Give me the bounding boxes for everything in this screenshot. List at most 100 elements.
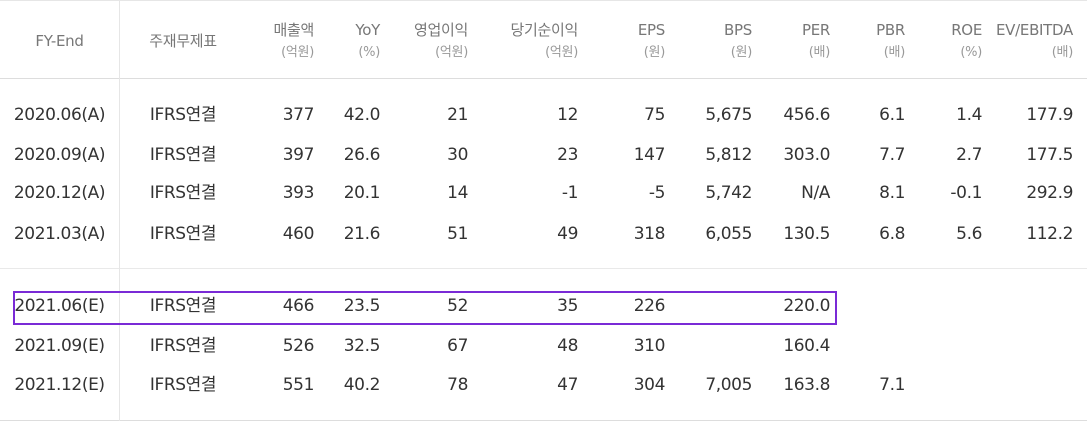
cell-pbr: 7.7	[879, 145, 905, 165]
header-eps-label: EPS	[637, 21, 665, 39]
cell-roe: 5.6	[956, 224, 982, 244]
cell-operating-profit: 52	[447, 296, 468, 316]
cell-eps: 310	[633, 336, 666, 356]
cell-sales: 551	[282, 375, 315, 395]
header-eps: EPS (원)	[605, 20, 665, 63]
cell-yoy: 21.6	[343, 224, 381, 244]
cell-fy: 2021.12(E)	[14, 375, 105, 395]
cell-yoy: 40.2	[343, 375, 381, 395]
header-bps-label: BPS	[724, 21, 752, 39]
table-top-border	[0, 0, 1087, 1]
header-divider	[0, 78, 1087, 79]
cell-ev-ebitda: 177.5	[1026, 145, 1073, 165]
cell-bps: 6,055	[705, 224, 752, 244]
cell-net-income: 48	[557, 336, 578, 356]
header-pbr: PBR (배)	[845, 20, 905, 63]
header-yoy: YoY (%)	[320, 20, 380, 63]
header-per: PER (배)	[770, 20, 830, 63]
header-bps: BPS (원)	[692, 20, 752, 63]
cell-pbr: 7.1	[879, 375, 905, 395]
cell-net-income: 23	[557, 145, 578, 165]
header-fy-end-label: FY-End	[35, 32, 84, 50]
cell-net-income: 49	[557, 224, 578, 244]
cell-per: 456.6	[783, 105, 830, 125]
header-fy-end: FY-End	[0, 31, 119, 51]
cell-operating-profit: 14	[447, 183, 468, 203]
cell-fy: 2021.06(E)	[14, 296, 105, 316]
header-ev-ebitda: EV/EBITDA (배)	[990, 20, 1073, 63]
cell-bps: 5,675	[705, 105, 752, 125]
cell-eps: 75	[644, 105, 665, 125]
cell-sales: 377	[282, 105, 315, 125]
cell-statement: IFRS연결	[149, 183, 217, 203]
header-sales: 매출액 (억원)	[240, 20, 314, 63]
cell-per: 130.5	[783, 224, 830, 244]
highlight-box	[13, 291, 837, 325]
cell-statement: IFRS연결	[149, 375, 217, 395]
cell-yoy: 42.0	[343, 105, 381, 125]
cell-operating-profit: 78	[447, 375, 468, 395]
header-pbr-label: PBR	[876, 21, 905, 39]
header-sales-label: 매출액	[273, 21, 314, 39]
cell-statement: IFRS연결	[149, 145, 217, 165]
cell-sales: 466	[282, 296, 315, 316]
cell-fy: 2020.12(A)	[13, 183, 106, 203]
estimate-divider	[0, 268, 1087, 269]
cell-net-income: 35	[557, 296, 578, 316]
header-roe-unit: (%)	[960, 45, 982, 60]
cell-pbr: 6.8	[879, 224, 905, 244]
table-row: 2021.12(E) IFRS연결 551 40.2 78 47 304 7,0…	[0, 370, 1087, 400]
header-eps-unit: (원)	[643, 45, 666, 60]
header-statement: 주재무제표	[120, 31, 246, 51]
cell-eps: 318	[633, 224, 666, 244]
header-roe: ROE (%)	[922, 20, 982, 63]
header-roe-label: ROE	[951, 21, 982, 39]
header-operating-profit-label: 영업이익	[413, 21, 468, 39]
cell-sales: 526	[282, 336, 315, 356]
cell-roe: 1.4	[956, 105, 982, 125]
cell-per: 160.4	[783, 336, 830, 356]
cell-eps: -5	[648, 183, 666, 203]
column-divider	[119, 0, 120, 421]
cell-net-income: -1	[561, 183, 579, 203]
table-row: 2021.09(E) IFRS연결 526 32.5 67 48 310 160…	[0, 331, 1087, 361]
cell-eps: 226	[633, 296, 666, 316]
cell-eps: 304	[633, 375, 666, 395]
cell-statement: IFRS연결	[149, 296, 217, 316]
table-row: 2021.03(A) IFRS연결 460 21.6 51 49 318 6,0…	[0, 219, 1087, 249]
cell-yoy: 32.5	[343, 336, 381, 356]
header-yoy-unit: (%)	[358, 45, 380, 60]
cell-statement: IFRS연결	[149, 336, 217, 356]
header-net-income-label: 당기순이익	[510, 21, 578, 39]
header-pbr-unit: (배)	[883, 45, 906, 60]
cell-roe: 2.7	[956, 145, 982, 165]
cell-ev-ebitda: 177.9	[1026, 105, 1073, 125]
cell-fy: 2020.09(A)	[13, 145, 106, 165]
cell-net-income: 47	[557, 375, 578, 395]
cell-sales: 393	[282, 183, 315, 203]
cell-ev-ebitda: 292.9	[1026, 183, 1073, 203]
cell-per: N/A	[801, 183, 830, 203]
header-sales-unit: (억원)	[281, 45, 314, 60]
cell-operating-profit: 51	[447, 224, 468, 244]
header-operating-profit: 영업이익 (억원)	[390, 20, 468, 63]
header-yoy-label: YoY	[355, 21, 380, 39]
cell-bps: 5,812	[705, 145, 752, 165]
header-net-income-unit: (억원)	[545, 45, 578, 60]
cell-sales: 460	[282, 224, 315, 244]
table-row: 2020.12(A) IFRS연결 393 20.1 14 -1 -5 5,74…	[0, 178, 1087, 208]
cell-operating-profit: 30	[447, 145, 468, 165]
header-ev-ebitda-unit: (배)	[1051, 45, 1074, 60]
header-bps-unit: (원)	[730, 45, 753, 60]
cell-ev-ebitda: 112.2	[1026, 224, 1073, 244]
header-statement-label: 주재무제표	[149, 32, 217, 50]
cell-fy: 2021.03(A)	[13, 224, 106, 244]
cell-bps: 7,005	[705, 375, 752, 395]
cell-operating-profit: 67	[447, 336, 468, 356]
cell-fy: 2020.06(A)	[13, 105, 106, 125]
cell-fy: 2021.09(E)	[14, 336, 105, 356]
header-per-unit: (배)	[808, 45, 831, 60]
header-net-income: 당기순이익 (억원)	[480, 20, 578, 63]
cell-yoy: 26.6	[343, 145, 381, 165]
